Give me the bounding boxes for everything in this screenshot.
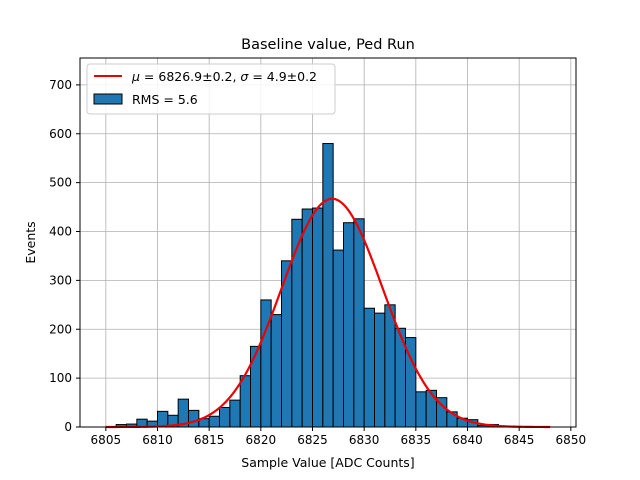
y-tick-label: 200 bbox=[49, 322, 72, 336]
histogram-bar bbox=[374, 312, 386, 428]
legend-sigma-symbol: σ bbox=[240, 69, 249, 84]
x-tick-label: 6840 bbox=[452, 433, 483, 447]
legend-box bbox=[86, 63, 336, 115]
x-tick-label: 6850 bbox=[556, 433, 587, 447]
x-tick-label: 6845 bbox=[504, 433, 535, 447]
x-axis-ticks: 6805 6810 6815 6820 6825 6830 6835 6840 6845 6850 bbox=[91, 427, 587, 447]
gaussian-fit-curve bbox=[105, 197, 551, 429]
x-tick-label: 6820 bbox=[246, 433, 277, 447]
histogram-bar bbox=[188, 409, 200, 428]
histogram-bar bbox=[157, 410, 169, 428]
plot-frame bbox=[79, 57, 577, 428]
y-tick-label: 300 bbox=[49, 273, 72, 287]
histogram-bar bbox=[250, 345, 262, 428]
x-tick-label: 6810 bbox=[142, 433, 173, 447]
y-tick-label: 0 bbox=[64, 420, 72, 434]
y-tick-label: 700 bbox=[49, 78, 72, 92]
fit-curve-layer bbox=[105, 197, 551, 429]
histogram-bar bbox=[425, 389, 437, 428]
histogram-bar bbox=[301, 208, 313, 428]
y-tick-label: 400 bbox=[49, 225, 72, 239]
x-tick-label: 6805 bbox=[91, 433, 122, 447]
legend-mu-value: = 6826.9±0.2, bbox=[140, 69, 240, 84]
histogram-bar bbox=[343, 222, 355, 428]
x-tick-label: 6815 bbox=[194, 433, 225, 447]
legend: μ = 6826.9±0.2, σ = 4.9±0.2 RMS = 5.6 bbox=[86, 63, 336, 115]
histogram-bar bbox=[270, 314, 282, 428]
chart-title: Baseline value, Ped Run bbox=[241, 37, 415, 53]
x-tick-label: 6825 bbox=[297, 433, 328, 447]
x-axis-label: Sample Value [ADC Counts] bbox=[241, 455, 414, 470]
histogram-bar bbox=[208, 415, 221, 428]
histogram-bar bbox=[219, 406, 231, 428]
x-tick-label: 6835 bbox=[401, 433, 432, 447]
y-axis-ticks: 0 100 200 300 400 500 600 700 bbox=[49, 78, 80, 434]
y-tick-label: 500 bbox=[49, 176, 72, 190]
histogram-bar bbox=[384, 304, 396, 428]
y-tick-label: 600 bbox=[49, 127, 72, 141]
histogram-bar bbox=[363, 307, 375, 428]
histogram-bar bbox=[229, 399, 241, 428]
y-tick-label: 100 bbox=[49, 371, 72, 385]
histogram-bar bbox=[353, 218, 365, 428]
histogram-bar bbox=[239, 375, 252, 428]
legend-fit-label: μ = 6826.9±0.2, σ = 4.9±0.2 bbox=[131, 69, 317, 84]
x-tick-label: 6830 bbox=[349, 433, 380, 447]
histogram-bars bbox=[115, 143, 510, 428]
histogram-bar bbox=[332, 249, 344, 428]
histogram-bar bbox=[312, 207, 324, 428]
legend-sigma-value: = 4.9±0.2 bbox=[248, 69, 317, 84]
legend-histogram-swatch bbox=[93, 93, 123, 105]
histogram-bar bbox=[322, 143, 334, 428]
legend-mu-symbol: μ bbox=[131, 69, 140, 84]
histogram-bar bbox=[415, 391, 427, 428]
legend-rms-label: RMS = 5.6 bbox=[132, 92, 198, 107]
y-axis-label: Events bbox=[23, 221, 38, 263]
